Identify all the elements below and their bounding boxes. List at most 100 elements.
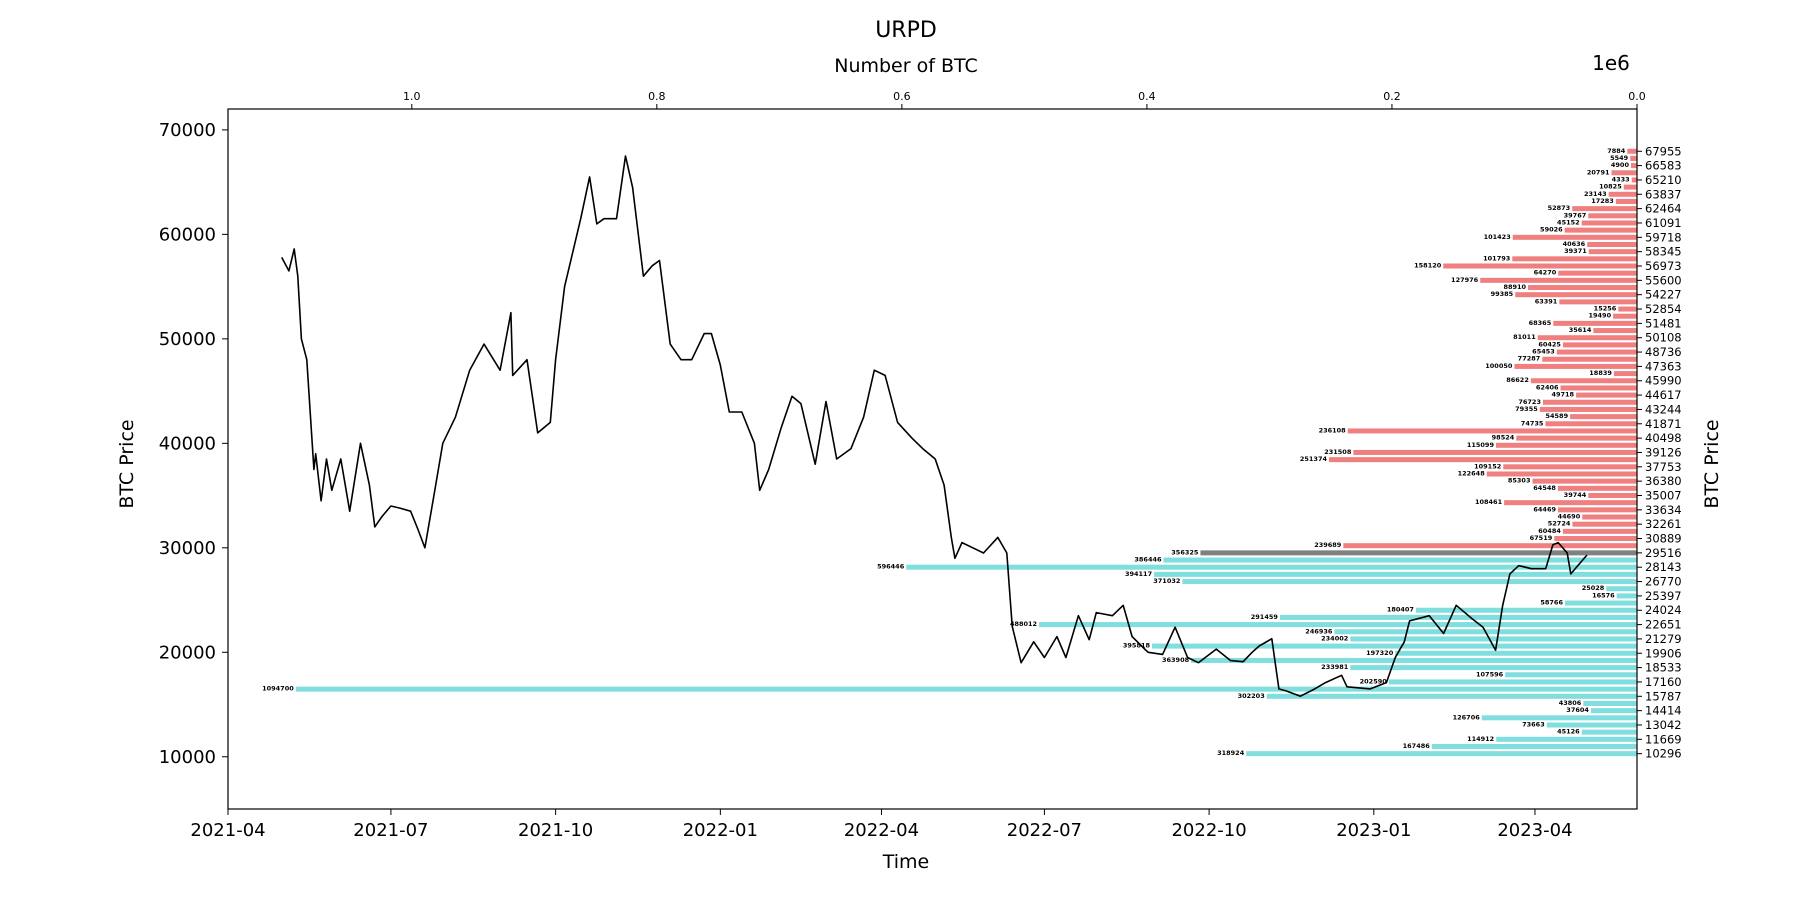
- urpd-bar: [1623, 184, 1637, 190]
- right-tick-label: 30889: [1645, 532, 1682, 546]
- urpd-bar-label: 122648: [1458, 469, 1486, 477]
- urpd-bar-label: 302203: [1238, 692, 1265, 700]
- y-tick-label: 10000: [159, 747, 216, 768]
- x-tick-label: 2023-01: [1336, 820, 1411, 841]
- urpd-bar: [1528, 285, 1637, 291]
- urpd-bar: [1615, 198, 1637, 204]
- urpd-bar: [1515, 292, 1637, 298]
- urpd-bar-label: 23143: [1584, 190, 1607, 198]
- urpd-bar: [1588, 249, 1637, 255]
- x-tick-label: 2021-04: [190, 820, 265, 841]
- right-tick-label: 40498: [1645, 431, 1682, 445]
- urpd-bar-label: 101423: [1484, 233, 1511, 241]
- urpd-bar-label: 37604: [1566, 706, 1589, 714]
- urpd-bar-label: 17283: [1591, 197, 1614, 205]
- urpd-bar: [1593, 328, 1637, 334]
- urpd-bar: [1163, 557, 1637, 563]
- urpd-bar: [1581, 220, 1637, 226]
- urpd-bar-label: 246936: [1305, 627, 1333, 635]
- y-axis-label-right: BTC Price: [1701, 419, 1723, 508]
- right-tick-label: 33634: [1645, 503, 1682, 517]
- right-tick-label: 15787: [1645, 689, 1682, 703]
- right-tick-label: 66583: [1645, 159, 1682, 173]
- urpd-bar-label: 100050: [1485, 362, 1513, 370]
- urpd-bar-label: 291459: [1251, 613, 1279, 621]
- urpd-bar: [1542, 399, 1637, 405]
- urpd-bar: [1480, 277, 1637, 283]
- urpd-bar-label: 1094700: [262, 685, 294, 693]
- urpd-bar-label: 54589: [1545, 412, 1568, 420]
- right-tick-label: 58345: [1645, 245, 1682, 259]
- urpd-bar-label: 67519: [1530, 534, 1553, 542]
- x-tick-label: 2021-07: [353, 820, 428, 841]
- urpd-bar-label: 4900: [1611, 161, 1630, 169]
- axes: 2021-04 2021-07 2021-10 2022-01 2022-04 2022-…: [159, 90, 1682, 841]
- urpd-bar: [1039, 622, 1637, 628]
- right-tick-label: 13042: [1645, 718, 1682, 732]
- urpd-bar-label: 44690: [1558, 513, 1581, 521]
- urpd-bar: [1246, 751, 1637, 757]
- right-tick-label: 56973: [1645, 259, 1682, 273]
- right-tick-label: 11669: [1645, 732, 1682, 746]
- urpd-bar-label: 107596: [1476, 670, 1504, 678]
- urpd-bar: [1562, 342, 1637, 348]
- urpd-bar-label: 202590: [1360, 677, 1388, 685]
- urpd-bar-label: 15256: [1594, 305, 1617, 313]
- urpd-bar: [1514, 363, 1637, 369]
- urpd-bar-label: 488012: [1010, 620, 1037, 628]
- urpd-bar-label: 49718: [1551, 391, 1574, 399]
- urpd-bar-label: 74735: [1521, 419, 1544, 427]
- urpd-bar: [1388, 679, 1637, 685]
- urpd-bar-label: 35614: [1569, 326, 1592, 334]
- urpd-bar-label: 233981: [1321, 663, 1349, 671]
- urpd-bar-label: 158120: [1414, 261, 1442, 269]
- urpd-bar-label: 25028: [1582, 584, 1605, 592]
- urpd-bar: [1539, 406, 1637, 412]
- urpd-bar-label: 60425: [1538, 340, 1561, 348]
- urpd-bar-label: 88910: [1503, 283, 1526, 291]
- urpd-bar-label: 45126: [1557, 728, 1580, 736]
- top-tick-label: 0.8: [648, 90, 666, 103]
- urpd-bar-label: 63391: [1535, 297, 1558, 305]
- urpd-bar-label: 39371: [1564, 247, 1587, 255]
- urpd-bar: [1588, 492, 1637, 499]
- x-axis-label: Time: [882, 851, 930, 873]
- y-axis-label: BTC Price: [116, 419, 138, 508]
- urpd-bar-label: 98524: [1492, 434, 1515, 442]
- urpd-bar-label: 52724: [1548, 520, 1571, 528]
- urpd-bar-label: 16576: [1592, 591, 1615, 599]
- urpd-bar-label: 395818: [1123, 642, 1151, 650]
- right-tick-label: 26770: [1645, 575, 1682, 589]
- urpd-bar: [1512, 256, 1637, 262]
- urpd-bar: [1329, 457, 1637, 463]
- right-tick-label: 25397: [1645, 589, 1682, 603]
- urpd-bar-label: 109152: [1474, 462, 1501, 470]
- urpd-bar-label: 58766: [1540, 599, 1563, 607]
- right-tick-label: 10296: [1645, 747, 1682, 761]
- urpd-bar: [1496, 736, 1637, 742]
- urpd-bar: [1558, 270, 1637, 276]
- urpd-bar: [1486, 471, 1637, 477]
- right-tick-label: 44617: [1645, 388, 1682, 402]
- urpd-bar-label: 7884: [1607, 147, 1626, 155]
- urpd-bar: [1613, 313, 1637, 319]
- top-axis-offset: 1e6: [1592, 51, 1630, 75]
- y-tick-label: 40000: [159, 433, 216, 454]
- top-tick-label: 0.0: [1628, 90, 1646, 103]
- urpd-bar-label: 386446: [1134, 556, 1162, 564]
- urpd-bar-label: 371032: [1153, 577, 1180, 585]
- urpd-bar-label: 363908: [1162, 656, 1190, 664]
- right-tick-label: 45990: [1645, 374, 1682, 388]
- urpd-bar: [1191, 657, 1637, 663]
- urpd-bar-label: 126706: [1453, 713, 1481, 721]
- urpd-bar-label: 18839: [1589, 369, 1612, 377]
- urpd-bar-label: 68365: [1529, 319, 1552, 327]
- urpd-bar-label: 43806: [1559, 699, 1582, 707]
- urpd-bar: [1395, 650, 1637, 656]
- urpd-bar: [1350, 665, 1637, 671]
- chart-title: URPD: [875, 18, 937, 43]
- top-tick-label: 0.4: [1138, 90, 1156, 103]
- urpd-bar: [1631, 177, 1637, 183]
- urpd-bar: [1505, 672, 1637, 678]
